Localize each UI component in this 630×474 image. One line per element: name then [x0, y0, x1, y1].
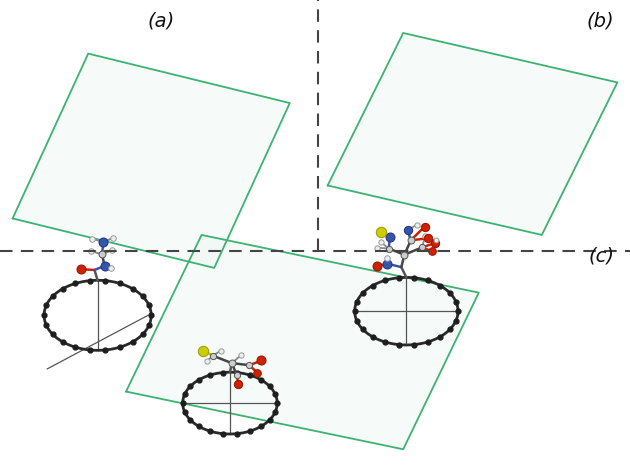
Text: (c): (c)	[588, 246, 614, 265]
Text: (b): (b)	[587, 12, 614, 31]
Polygon shape	[13, 54, 290, 268]
Text: (a): (a)	[147, 12, 175, 31]
Polygon shape	[126, 235, 479, 449]
Polygon shape	[328, 33, 617, 235]
